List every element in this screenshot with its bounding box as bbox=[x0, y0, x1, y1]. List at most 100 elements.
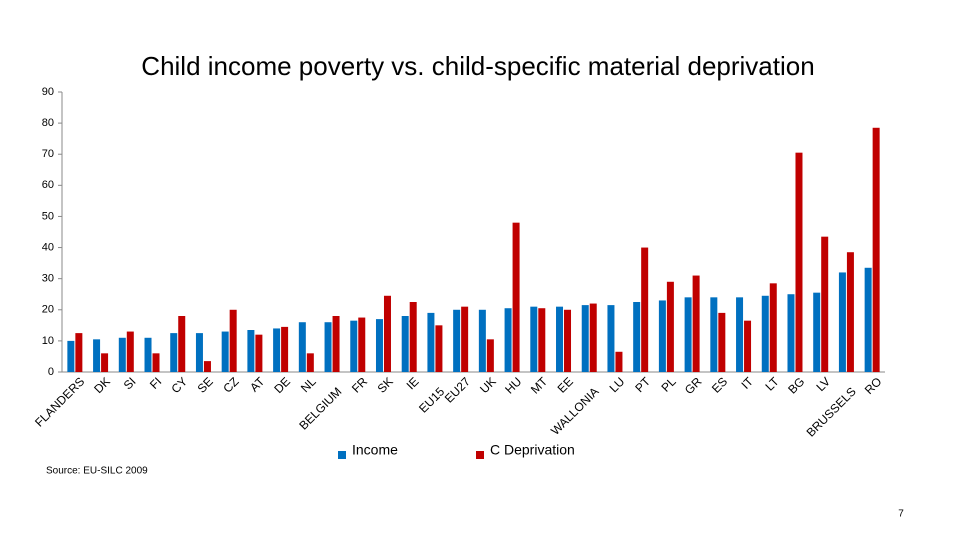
x-tick-label: PL bbox=[658, 374, 679, 395]
bar bbox=[93, 339, 101, 372]
legend-swatch bbox=[476, 451, 484, 459]
x-tick-label: SE bbox=[195, 374, 216, 395]
y-tick-label: 60 bbox=[42, 179, 54, 191]
x-tick-label: EU27 bbox=[442, 374, 473, 405]
bar bbox=[872, 127, 880, 373]
bar bbox=[692, 275, 700, 372]
bar bbox=[512, 222, 520, 372]
bar bbox=[178, 316, 186, 372]
bar bbox=[769, 283, 777, 372]
bar bbox=[170, 333, 178, 372]
bar bbox=[273, 328, 281, 372]
x-tick-label: CZ bbox=[220, 374, 241, 395]
bar bbox=[427, 312, 435, 372]
bar bbox=[247, 330, 255, 372]
x-tick-label: LU bbox=[607, 374, 628, 395]
bar bbox=[504, 308, 512, 372]
y-tick-label: 70 bbox=[42, 148, 54, 160]
bar bbox=[478, 309, 486, 372]
x-tick-label: CY bbox=[168, 374, 190, 396]
y-tick-label: 90 bbox=[42, 86, 54, 98]
x-tick-label: GR bbox=[682, 374, 705, 397]
bar bbox=[864, 267, 872, 372]
y-tick-label: 50 bbox=[42, 210, 54, 222]
bar bbox=[633, 302, 641, 372]
x-tick-label: NL bbox=[298, 374, 319, 395]
bar bbox=[684, 297, 692, 372]
bar bbox=[453, 309, 461, 372]
bar bbox=[581, 305, 589, 372]
bar bbox=[718, 312, 726, 372]
bar bbox=[358, 317, 366, 372]
bar bbox=[375, 319, 383, 372]
bar bbox=[641, 247, 649, 372]
bar bbox=[203, 361, 211, 372]
bar bbox=[195, 333, 203, 372]
bar bbox=[306, 353, 314, 372]
bar bbox=[401, 316, 409, 372]
bar bbox=[795, 152, 803, 372]
bar bbox=[255, 334, 263, 372]
bar bbox=[813, 292, 821, 372]
x-tick-label: DK bbox=[91, 374, 113, 396]
x-tick-label: SI bbox=[121, 374, 139, 392]
bar bbox=[221, 331, 229, 372]
bar bbox=[607, 305, 615, 372]
bar bbox=[67, 340, 75, 372]
x-tick-label: BRUSSELS bbox=[804, 384, 859, 439]
x-tick-label: DE bbox=[271, 374, 293, 396]
x-tick-label: RO bbox=[862, 374, 885, 397]
y-tick-label: 30 bbox=[42, 273, 54, 285]
bar bbox=[126, 331, 134, 372]
x-tick-label: ES bbox=[709, 374, 730, 395]
y-tick-label: 40 bbox=[42, 241, 54, 253]
bar bbox=[564, 309, 572, 372]
bar bbox=[787, 294, 795, 372]
bar bbox=[486, 339, 494, 372]
page-number: 7 bbox=[898, 509, 904, 520]
source-note: Source: EU-SILC 2009 bbox=[46, 466, 148, 477]
bar bbox=[118, 337, 126, 372]
bar bbox=[75, 333, 83, 372]
y-tick-label: 20 bbox=[42, 304, 54, 316]
x-tick-label: FI bbox=[147, 374, 164, 391]
x-tick-label: BG bbox=[785, 374, 807, 396]
x-tick-label: IE bbox=[404, 374, 422, 392]
bar bbox=[530, 306, 538, 372]
bar bbox=[152, 353, 160, 372]
bar bbox=[846, 252, 854, 372]
bar bbox=[744, 320, 752, 372]
x-tick-label: HU bbox=[502, 374, 524, 396]
x-tick-label: WALLONIA bbox=[548, 384, 601, 437]
bar bbox=[589, 303, 597, 372]
bar bbox=[229, 309, 237, 372]
bar bbox=[298, 322, 306, 372]
bar bbox=[144, 337, 152, 372]
bar bbox=[281, 326, 289, 372]
bar bbox=[736, 297, 744, 372]
x-tick-label: FR bbox=[349, 374, 370, 395]
bar bbox=[324, 322, 332, 372]
x-tick-label: SK bbox=[375, 374, 396, 395]
bar bbox=[332, 316, 340, 372]
bar bbox=[838, 272, 846, 372]
x-tick-label: EU15 bbox=[416, 384, 447, 415]
bar bbox=[101, 353, 109, 372]
legend-label: Income bbox=[352, 442, 398, 458]
x-tick-label: PT bbox=[632, 374, 653, 395]
bar bbox=[710, 297, 718, 372]
legend-swatch bbox=[338, 451, 346, 459]
legend-label: C Deprivation bbox=[490, 442, 575, 458]
y-tick-label: 80 bbox=[42, 117, 54, 129]
x-tick-label: FLANDERS bbox=[32, 374, 87, 429]
x-tick-label: EE bbox=[555, 374, 576, 395]
y-tick-label: 10 bbox=[42, 335, 54, 347]
bar bbox=[538, 308, 546, 372]
x-tick-label: IT bbox=[738, 374, 756, 392]
x-tick-label: LT bbox=[762, 374, 782, 394]
bar bbox=[615, 351, 623, 372]
bar bbox=[350, 320, 358, 372]
y-tick-label: 0 bbox=[48, 366, 54, 378]
x-tick-label: AT bbox=[247, 374, 268, 395]
